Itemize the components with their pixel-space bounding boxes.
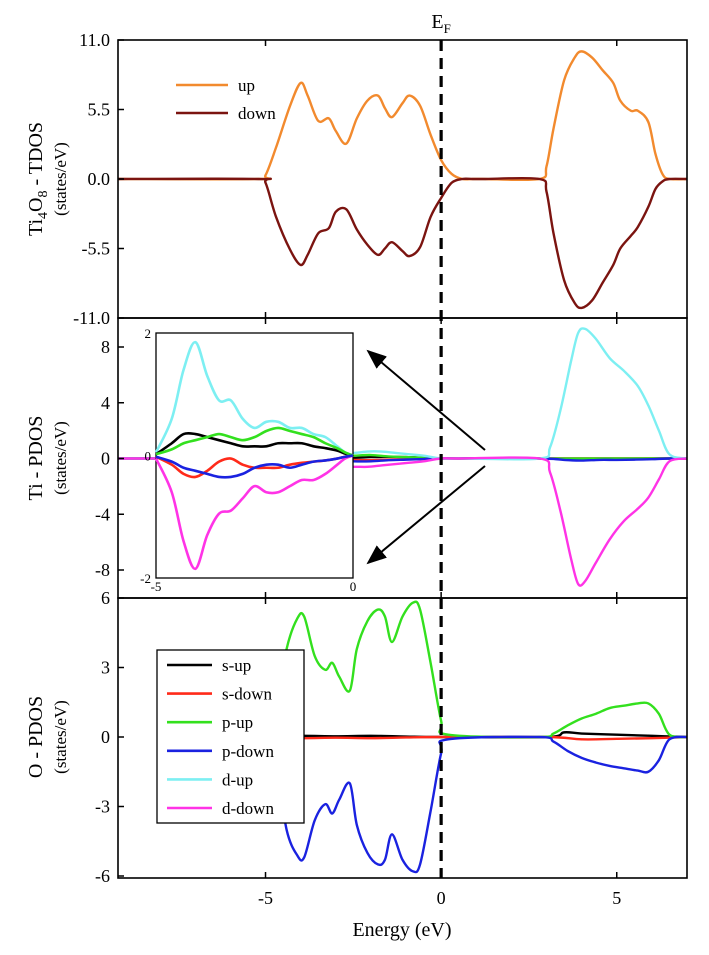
- tdos-legend-label-down: down: [238, 104, 276, 123]
- o-legend-label-d-down: d-down: [222, 799, 274, 818]
- o-legend-label-p-up: p-up: [222, 713, 253, 732]
- inset-xtick-label: -5: [151, 579, 162, 594]
- o-legend-label-d-up: d-up: [222, 770, 253, 789]
- tdos-ylabel-part: - TDOS: [25, 122, 47, 191]
- ti_pdos-yunit: (states/eV): [51, 421, 70, 495]
- inset-arrow-down: [366, 465, 486, 565]
- tdos-ylabel: Ti4O8 - TDOS: [25, 122, 51, 236]
- tdos-ylabel-part: Ti: [25, 219, 47, 237]
- tdos-ytick-label: 11.0: [79, 30, 110, 50]
- inset-line-p-down: [155, 454, 354, 479]
- inset-xtick-label: 0: [350, 579, 357, 594]
- o_pdos-ylabel: O - PDOS: [25, 696, 47, 778]
- o_pdos-ytick-label: 6: [101, 588, 110, 608]
- o_pdos-ytick-label: 0: [101, 727, 110, 747]
- tdos-curves: [118, 50, 687, 310]
- tdos-ytick-label: -11.0: [73, 308, 110, 328]
- o-legend-box: [156, 649, 305, 824]
- tdos-ytick-label: 5.5: [88, 100, 111, 120]
- axes-layer: [117, 39, 688, 879]
- tdos-legend-label-up: up: [238, 76, 255, 95]
- tdos-ytick-label: -5.5: [82, 239, 111, 259]
- tdos-ylabel-part: 4: [36, 212, 51, 219]
- tdos-line-down: [118, 176, 687, 310]
- o_pdos-frame: [117, 597, 688, 879]
- o_pdos-ytick-label: -3: [95, 797, 110, 817]
- inset-ytick-label: 2: [145, 326, 152, 341]
- x-tick-label: 0: [437, 888, 446, 908]
- o-legend-label-p-down: p-down: [222, 742, 274, 761]
- o_pdos-ytick-label: -6: [95, 866, 110, 886]
- inset-line-p-up: [155, 426, 354, 457]
- fermi-level-subscript: F: [444, 21, 451, 36]
- ti_pdos-ylabel: Ti - PDOS: [25, 416, 47, 501]
- ti_pdos-ytick-label: 0: [101, 449, 110, 469]
- inset-line-d-down: [154, 454, 354, 571]
- ti_pdos-ytick-label: -4: [95, 504, 110, 524]
- o_pdos-yunit: (states/eV): [51, 700, 70, 774]
- inset-frame: [155, 332, 354, 579]
- o_pdos-line-p-up: [211, 600, 687, 739]
- o_pdos-ytick-label: 3: [101, 658, 110, 678]
- ti_pdos-ytick-label: 4: [101, 393, 110, 413]
- ti_pdos-ytick-label: 8: [101, 337, 110, 357]
- tdos-line-up: [118, 50, 687, 182]
- inset-ytick-label: -2: [140, 571, 151, 586]
- inset-ytick-label: 0: [145, 449, 152, 464]
- tdos-ytick-label: 0.0: [88, 169, 111, 189]
- o-legend-label-s-up: s-up: [222, 656, 251, 675]
- tdos-ylabel-part: 8: [36, 191, 51, 198]
- ti_pdos-ytick-label: -8: [95, 560, 110, 580]
- o_pdos-line-p-down: [211, 735, 687, 874]
- inset-line-d-up: [154, 340, 354, 457]
- fermi-level-label: EF: [431, 11, 450, 36]
- x-axis-title: Energy (eV): [352, 919, 451, 941]
- x-tick-label: -5: [258, 888, 273, 908]
- tdos-ylabel-part: O: [25, 198, 47, 212]
- inset-line-s-up: [155, 431, 354, 457]
- labels-layer: 11.0 5.5 0.0 -5.5 -11.0 8 4 0 -4 -8 6 3 0 -3 -6 -5 0 5 Ene…: [25, 11, 621, 941]
- tdos-yunit: (states/eV): [51, 142, 70, 216]
- inset-curves: [154, 340, 354, 571]
- o-legend-label-s-down: s-down: [222, 685, 273, 704]
- inset-arrow-up: [366, 349, 486, 451]
- x-tick-label: 5: [612, 888, 621, 908]
